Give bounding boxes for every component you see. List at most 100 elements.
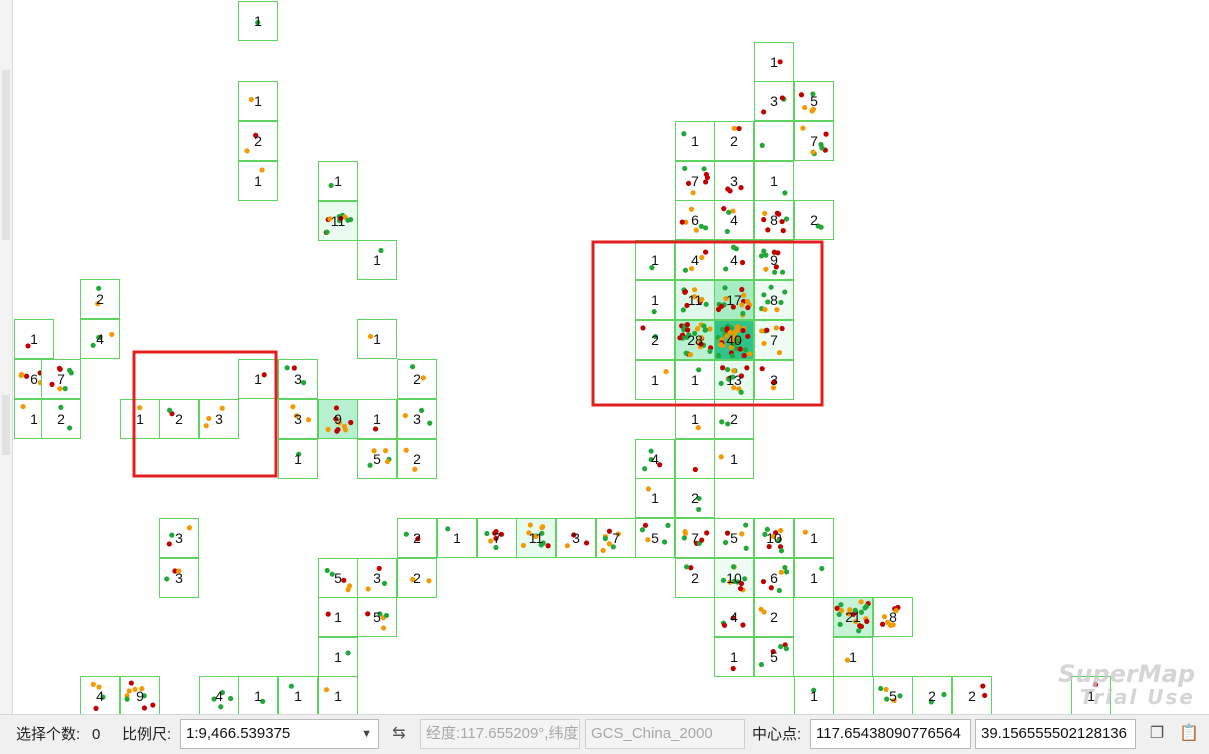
grid-cell[interactable] [675,439,715,479]
grid-cell[interactable]: 7 [41,359,81,399]
grid-cell[interactable]: 7 [477,518,517,558]
grid-cell[interactable]: 1 [635,478,675,518]
grid-cell[interactable]: 1 [120,399,160,439]
grid-cell[interactable]: 2 [794,200,834,240]
grid-cell[interactable]: 2 [675,558,715,598]
grid-cell[interactable]: 5 [357,439,397,479]
grid-cell[interactable]: 2 [41,399,81,439]
copy-icon[interactable]: ❐ [1149,725,1165,742]
map-view[interactable]: 1 1 2 1 1 11 1 2 4 1 6 7 1 2 1 2 3 1 3 3 9 1 3 1 5 2 1 2 3 3 5 3 2 1 5 1 4 9 4… [0,0,1209,714]
grid-cell[interactable]: 9 [120,676,160,715]
grid-cell[interactable]: 1 [794,518,834,558]
center-x-input[interactable]: 117.65438090776564 [810,719,971,749]
grid-cell[interactable]: 5 [754,637,794,677]
grid-cell[interactable]: 1 [794,558,834,598]
grid-cell[interactable]: 4 [675,240,715,280]
grid-cell[interactable]: 1 [1071,676,1111,715]
grid-cell[interactable]: 3 [199,399,239,439]
grid-cell[interactable]: 3 [159,518,199,558]
grid-cell[interactable]: 10 [754,518,794,558]
grid-cell[interactable]: 1 [794,676,834,715]
grid-cell[interactable]: 28 [675,320,715,360]
grid-cell[interactable]: 2 [159,399,199,439]
grid-cell[interactable]: 1 [238,81,278,121]
grid-cell[interactable]: 17 [714,280,754,320]
grid-cell[interactable]: 1 [754,42,794,82]
grid-cell[interactable]: 8 [754,200,794,240]
grid-cell[interactable]: 3 [714,161,754,201]
crs-field[interactable]: GCS_China_2000 [585,719,745,749]
grid-cell[interactable]: 3 [159,558,199,598]
grid-cell[interactable]: 4 [199,676,239,715]
grid-cell[interactable]: 4 [714,240,754,280]
grid-cell[interactable] [754,121,794,161]
grid-cell[interactable]: 2 [912,676,952,715]
selection-box[interactable] [591,240,824,407]
grid-cell[interactable]: 11 [675,280,715,320]
grid-cell[interactable]: 2 [754,597,794,637]
grid-cell[interactable]: 3 [556,518,596,558]
grid-cell[interactable]: 2 [635,320,675,360]
grid-cell[interactable]: 1 [318,637,358,677]
grid-cell[interactable]: 4 [714,200,754,240]
grid-cell[interactable]: 2 [675,478,715,518]
grid-cell[interactable]: 7 [675,518,715,558]
chevron-down-icon[interactable]: ▼ [361,728,372,740]
grid-cell[interactable]: 1 [318,676,358,715]
grid-cell[interactable]: 1 [635,360,675,400]
grid-cell[interactable]: 1 [675,360,715,400]
grid-cell[interactable]: 8 [873,597,913,637]
grid-cell[interactable]: 1 [238,359,278,399]
grid-cell[interactable]: 2 [714,121,754,161]
grid-cell[interactable]: 1 [238,676,278,715]
grid-cell[interactable]: 2 [397,558,437,598]
grid-cell[interactable]: 5 [635,518,675,558]
grid-cell[interactable]: 1 [437,518,477,558]
grid-cell[interactable]: 5 [357,597,397,637]
grid-cell[interactable]: 2 [952,676,992,715]
grid-cell[interactable]: 1 [833,637,873,677]
grid-cell[interactable]: 4 [80,319,120,359]
grid-cell[interactable]: 4 [635,439,675,479]
grid-cell[interactable]: 3 [278,359,318,399]
grid-cell[interactable]: 10 [714,558,754,598]
grid-cell[interactable]: 3 [357,558,397,598]
grid-cell[interactable]: 1 [357,399,397,439]
grid-cell[interactable]: 1 [754,161,794,201]
grid-cell[interactable]: 6 [675,200,715,240]
grid-cell[interactable]: 7 [794,121,834,161]
grid-cell[interactable]: 7 [675,161,715,201]
grid-cell[interactable]: 1 [675,121,715,161]
grid-cell[interactable]: 1 [635,280,675,320]
grid-cell[interactable]: 3 [278,399,318,439]
grid-cell[interactable]: 4 [714,597,754,637]
grid-cell[interactable]: 13 [714,360,754,400]
grid-cell[interactable]: 1 [714,439,754,479]
grid-cell[interactable]: 1 [238,1,278,41]
grid-cell[interactable]: 5 [714,518,754,558]
selection-box[interactable] [132,350,278,478]
swap-arrows-icon[interactable]: ⇆ [392,725,406,742]
grid-cell[interactable]: 1 [714,637,754,677]
grid-cell[interactable]: 3 [754,81,794,121]
grid-cell[interactable]: 7 [754,320,794,360]
grid-cell[interactable]: 3 [754,360,794,400]
grid-cell[interactable]: 2 [80,279,120,319]
grid-cell[interactable]: 7 [596,518,636,558]
center-y-input[interactable]: 39.156555502128136 [975,719,1136,749]
grid-cell[interactable]: 1 [357,319,397,359]
grid-cell[interactable]: 5 [873,676,913,715]
grid-cell[interactable]: 9 [754,240,794,280]
paste-icon[interactable]: 📋 [1179,725,1199,742]
grid-cell[interactable]: 9 [318,399,358,439]
grid-cell[interactable]: 1 [238,161,278,201]
grid-cell[interactable]: 21 [833,597,873,637]
grid-cell[interactable]: 1 [318,161,358,201]
grid-cell[interactable]: 5 [318,558,358,598]
grid-cell[interactable]: 1 [357,240,397,280]
grid-cell[interactable]: 1 [635,240,675,280]
scale-dropdown[interactable]: 1:9,466.539375 ▼ [180,719,379,749]
grid-cell[interactable]: 1 [318,597,358,637]
grid-cell[interactable]: 2 [397,518,437,558]
